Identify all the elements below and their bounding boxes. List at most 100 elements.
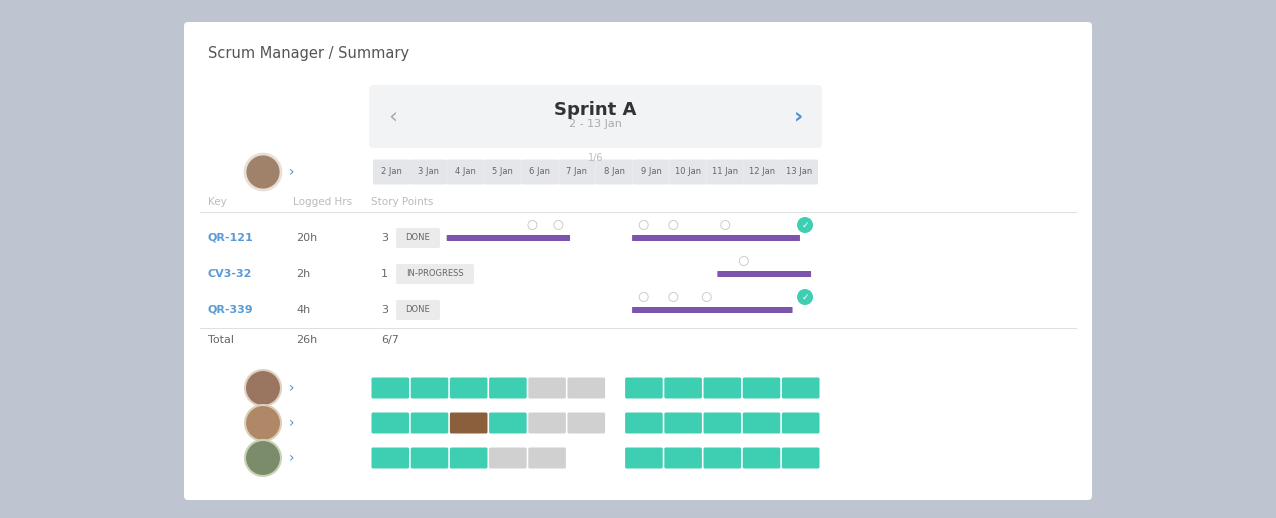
Text: 3: 3 <box>382 233 388 243</box>
Circle shape <box>554 221 563 229</box>
FancyBboxPatch shape <box>450 378 487 398</box>
Text: DONE: DONE <box>406 306 430 314</box>
Text: CV3-32: CV3-32 <box>208 269 253 279</box>
FancyBboxPatch shape <box>707 160 744 184</box>
FancyBboxPatch shape <box>447 235 570 241</box>
FancyBboxPatch shape <box>528 378 565 398</box>
FancyBboxPatch shape <box>396 300 440 320</box>
FancyBboxPatch shape <box>781 160 818 184</box>
FancyBboxPatch shape <box>743 412 781 434</box>
Text: ›: › <box>288 165 295 179</box>
Text: 4h: 4h <box>296 305 310 315</box>
FancyBboxPatch shape <box>371 412 410 434</box>
FancyBboxPatch shape <box>450 448 487 468</box>
FancyBboxPatch shape <box>184 22 1092 500</box>
FancyBboxPatch shape <box>633 160 670 184</box>
Circle shape <box>639 221 648 229</box>
FancyBboxPatch shape <box>373 160 410 184</box>
Text: 6/7: 6/7 <box>382 335 399 345</box>
Circle shape <box>245 370 281 406</box>
Circle shape <box>798 217 813 233</box>
FancyBboxPatch shape <box>369 85 822 148</box>
FancyBboxPatch shape <box>411 412 448 434</box>
Text: 4 Jan: 4 Jan <box>456 167 476 177</box>
FancyBboxPatch shape <box>703 378 741 398</box>
FancyBboxPatch shape <box>632 235 800 241</box>
FancyBboxPatch shape <box>743 448 781 468</box>
FancyBboxPatch shape <box>489 448 527 468</box>
FancyBboxPatch shape <box>670 160 707 184</box>
Text: IN-PROGRESS: IN-PROGRESS <box>406 269 463 279</box>
FancyBboxPatch shape <box>450 412 487 434</box>
FancyBboxPatch shape <box>371 378 410 398</box>
FancyBboxPatch shape <box>625 448 662 468</box>
Circle shape <box>245 154 281 190</box>
Text: 3 Jan: 3 Jan <box>419 167 439 177</box>
Circle shape <box>245 440 281 476</box>
FancyBboxPatch shape <box>743 378 781 398</box>
FancyBboxPatch shape <box>703 412 741 434</box>
FancyBboxPatch shape <box>665 448 702 468</box>
FancyBboxPatch shape <box>528 448 565 468</box>
FancyBboxPatch shape <box>596 160 633 184</box>
Text: ✓: ✓ <box>801 293 809 301</box>
Text: Sprint A: Sprint A <box>554 101 637 119</box>
Text: 6 Jan: 6 Jan <box>530 167 550 177</box>
Text: 5 Jan: 5 Jan <box>493 167 513 177</box>
Text: ‹: ‹ <box>388 107 398 126</box>
FancyBboxPatch shape <box>665 378 702 398</box>
Text: Story Points: Story Points <box>371 197 434 207</box>
Text: Total: Total <box>208 335 234 345</box>
FancyBboxPatch shape <box>568 412 605 434</box>
Text: ✓: ✓ <box>801 221 809 229</box>
FancyBboxPatch shape <box>396 228 440 248</box>
Text: Scrum Manager / Summary: Scrum Manager / Summary <box>208 46 410 61</box>
Text: 12 Jan: 12 Jan <box>749 167 776 177</box>
FancyBboxPatch shape <box>568 378 605 398</box>
Text: 3: 3 <box>382 305 388 315</box>
Text: 11 Jan: 11 Jan <box>712 167 739 177</box>
Text: 7 Jan: 7 Jan <box>567 167 587 177</box>
Text: Key: Key <box>208 197 227 207</box>
Text: 8 Jan: 8 Jan <box>604 167 624 177</box>
FancyBboxPatch shape <box>717 271 812 277</box>
Circle shape <box>702 293 711 301</box>
Circle shape <box>669 221 678 229</box>
Circle shape <box>798 289 813 305</box>
Text: DONE: DONE <box>406 234 430 242</box>
Circle shape <box>739 256 748 266</box>
FancyBboxPatch shape <box>782 412 819 434</box>
FancyBboxPatch shape <box>489 412 527 434</box>
Text: QR-339: QR-339 <box>208 305 254 315</box>
FancyBboxPatch shape <box>625 412 662 434</box>
Text: 1: 1 <box>382 269 388 279</box>
Text: Logged Hrs: Logged Hrs <box>293 197 352 207</box>
FancyBboxPatch shape <box>522 160 559 184</box>
Circle shape <box>528 221 537 229</box>
Circle shape <box>669 293 678 301</box>
Text: 2 Jan: 2 Jan <box>382 167 402 177</box>
FancyBboxPatch shape <box>371 448 410 468</box>
FancyBboxPatch shape <box>411 378 448 398</box>
FancyBboxPatch shape <box>485 160 522 184</box>
FancyBboxPatch shape <box>559 160 596 184</box>
Circle shape <box>721 221 730 229</box>
FancyBboxPatch shape <box>528 412 565 434</box>
FancyBboxPatch shape <box>782 448 819 468</box>
FancyBboxPatch shape <box>410 160 447 184</box>
Text: ›: › <box>288 451 295 465</box>
Text: 2 - 13 Jan: 2 - 13 Jan <box>569 119 621 129</box>
Text: 13 Jan: 13 Jan <box>786 167 813 177</box>
Text: 9 Jan: 9 Jan <box>641 167 661 177</box>
FancyBboxPatch shape <box>411 448 448 468</box>
FancyBboxPatch shape <box>396 264 473 284</box>
Text: 10 Jan: 10 Jan <box>675 167 702 177</box>
FancyBboxPatch shape <box>703 448 741 468</box>
FancyBboxPatch shape <box>782 378 819 398</box>
Text: 20h: 20h <box>296 233 318 243</box>
FancyBboxPatch shape <box>489 378 527 398</box>
Text: 2h: 2h <box>296 269 310 279</box>
FancyBboxPatch shape <box>447 160 485 184</box>
Text: ›: › <box>794 107 803 126</box>
Text: QR-121: QR-121 <box>208 233 254 243</box>
